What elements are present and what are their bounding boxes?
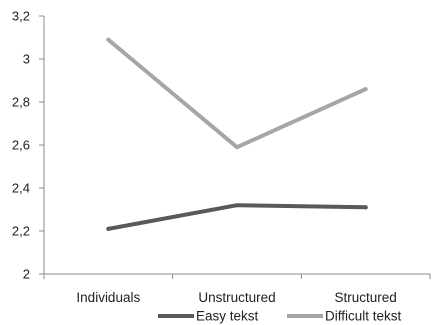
y-tick-label: 3 — [23, 52, 30, 67]
legend-label-0: Easy tekst — [196, 309, 259, 324]
data-point — [235, 145, 239, 150]
data-point — [363, 205, 368, 210]
x-tick-label: Unstructured — [198, 290, 275, 305]
series-line-0 — [106, 203, 368, 231]
y-tick-label: 3,2 — [12, 9, 30, 24]
y-tick-label: 2,2 — [12, 224, 30, 239]
legend-label-1: Difficult tekst — [325, 309, 402, 324]
y-tick-group: 2 2,2 2,4 2,6 2,8 3 3,2 — [12, 9, 44, 282]
data-point — [363, 87, 368, 92]
data-point — [235, 203, 239, 208]
series-line-1 — [106, 37, 368, 150]
y-tick-label: 2,8 — [12, 95, 30, 110]
y-tick-label: 2 — [23, 267, 30, 282]
x-tick-label: Individuals — [76, 290, 140, 305]
x-tick-group: Individuals Unstructured Structured — [43, 274, 431, 305]
series-group — [106, 37, 368, 231]
x-tick-label: Structured — [335, 290, 397, 305]
y-tick-label: 2,6 — [12, 138, 30, 153]
data-point — [106, 37, 111, 42]
y-tick-label: 2,4 — [12, 181, 30, 196]
legend: Easy tekst Difficult tekst — [158, 309, 402, 324]
data-point — [106, 226, 111, 231]
